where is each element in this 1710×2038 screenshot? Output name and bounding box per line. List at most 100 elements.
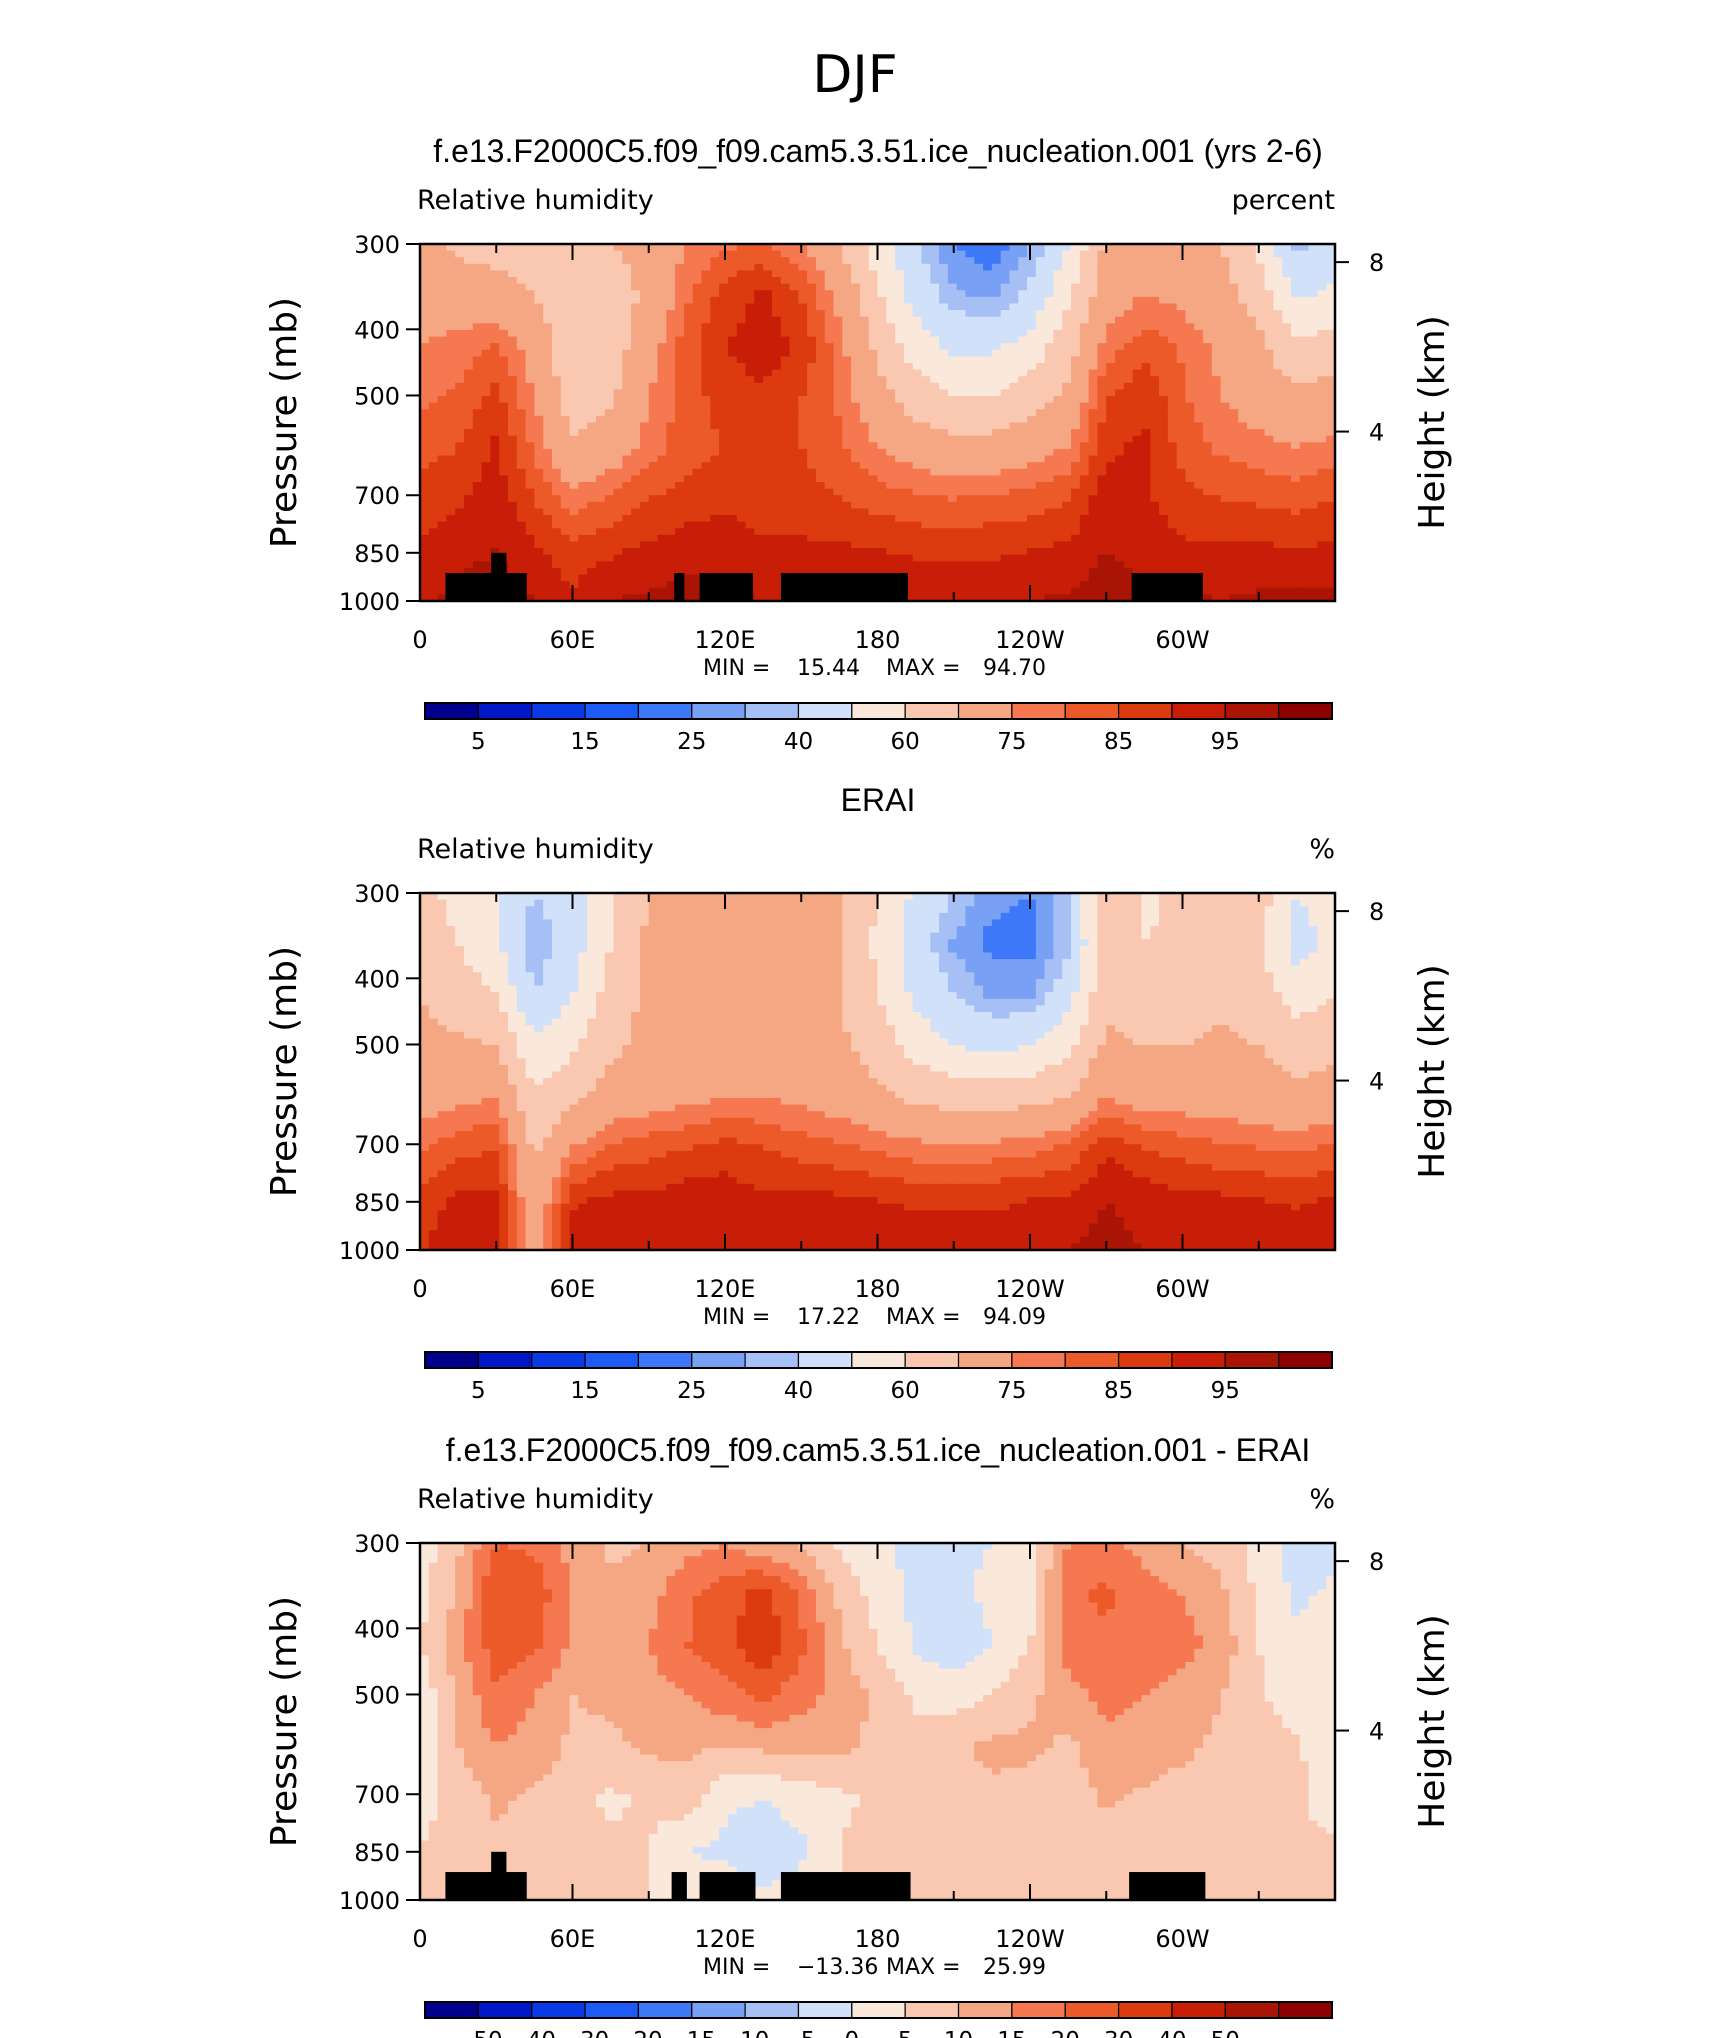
heatmap-cell [719, 343, 729, 351]
heatmap-cell [745, 495, 755, 503]
heatmap-cell [1062, 409, 1072, 417]
heatmap-cell [1282, 263, 1292, 272]
heatmap-cell [974, 244, 984, 252]
heatmap-cell [1282, 316, 1292, 324]
heatmap-cell [675, 363, 685, 371]
heatmap-cell [903, 336, 914, 344]
heatmap-cell [1203, 415, 1213, 424]
heatmap-cell [815, 534, 826, 543]
heatmap-cell [1079, 495, 1090, 503]
heatmap-cell [1027, 442, 1037, 450]
heatmap-cell [1062, 376, 1072, 384]
heatmap-cell [895, 389, 905, 397]
heatmap-cell [719, 263, 729, 272]
heatmap-cell [534, 515, 544, 523]
heatmap-cell [1176, 508, 1187, 516]
heatmap-cell [534, 462, 544, 470]
heatmap-cell [1044, 376, 1055, 384]
heatmap-cell [1282, 257, 1292, 265]
heatmap-cell [807, 422, 817, 430]
heatmap-cell [886, 343, 896, 351]
heatmap-cell [947, 363, 958, 371]
heatmap-cell [921, 495, 931, 503]
heatmap-cell [692, 521, 703, 529]
heatmap-cell [1088, 495, 1099, 503]
heatmap-cell [437, 415, 447, 424]
heatmap-cell [1299, 468, 1310, 476]
heatmap-cell [1211, 349, 1222, 357]
heatmap-cell [903, 422, 914, 430]
heatmap-cell [666, 369, 676, 377]
heatmap-cell [639, 521, 650, 529]
heatmap-cell [939, 442, 949, 450]
heatmap-cell [1264, 316, 1275, 324]
heatmap-cell [745, 482, 755, 490]
heatmap-cell [965, 336, 975, 344]
heatmap-cell [604, 270, 615, 278]
heatmap-cell [525, 515, 535, 523]
heatmap-cell [798, 501, 808, 510]
heatmap-cell [648, 389, 659, 397]
heatmap-cell [1115, 250, 1125, 258]
heatmap-cell [481, 250, 491, 258]
heatmap-cell [1317, 257, 1327, 265]
heatmap-cell [463, 250, 474, 258]
heatmap-cell [1299, 257, 1310, 265]
heatmap-cell [1238, 521, 1248, 529]
heatmap-cell [1247, 402, 1257, 410]
heatmap-cell [815, 389, 826, 397]
heatmap-cell [428, 310, 439, 318]
heatmap-cell [1238, 257, 1248, 265]
heatmap-cell [930, 296, 940, 305]
heatmap-cell [736, 323, 747, 331]
heatmap-cell [1317, 475, 1327, 483]
heatmap-cell [701, 396, 711, 404]
heatmap-cell [648, 343, 659, 351]
heatmap-cell [710, 482, 720, 490]
heatmap-cell [1176, 389, 1187, 397]
heatmap-cell [1044, 528, 1055, 536]
heatmap-cell [481, 316, 491, 324]
heatmap-cell [754, 303, 764, 311]
heatmap-cell [833, 316, 843, 324]
heatmap-cell [1238, 396, 1248, 404]
heatmap-cell [824, 402, 835, 410]
heatmap-cell [1255, 515, 1266, 523]
heatmap-cell [947, 389, 958, 397]
heatmap-cell [745, 528, 755, 536]
heatmap-cell [1264, 263, 1275, 272]
heatmap-cell [736, 448, 747, 457]
heatmap-cell [1115, 409, 1125, 417]
heatmap-cell [1203, 382, 1213, 391]
heatmap-cell [1255, 329, 1266, 338]
heatmap-cell [789, 455, 799, 463]
heatmap-cell [877, 541, 887, 549]
heatmap-cell [1203, 343, 1213, 351]
heatmap-cell [631, 475, 641, 483]
heatmap-cell [1159, 475, 1169, 483]
heatmap-cell [868, 323, 879, 331]
heatmap-cell [1273, 402, 1283, 410]
heatmap-cell [807, 462, 817, 470]
heatmap-cell [745, 263, 755, 272]
heatmap-cell [1150, 501, 1160, 510]
heatmap-cell [1018, 448, 1028, 457]
heatmap-cell [798, 296, 808, 305]
heatmap-cell [1088, 548, 1099, 556]
heatmap-cell [1141, 316, 1151, 324]
heatmap-cell [595, 415, 606, 424]
heatmap-cell [1115, 356, 1125, 364]
heatmap-cell [710, 296, 720, 305]
heatmap-cell [710, 263, 720, 272]
heatmap-cell [807, 349, 817, 357]
heatmap-cell [516, 283, 527, 291]
heatmap-cell [1194, 356, 1204, 364]
heatmap-cell [613, 534, 623, 543]
heatmap-cell [1185, 554, 1195, 562]
heatmap-cell [499, 310, 509, 318]
heatmap-cell [1097, 270, 1107, 278]
heatmap-cell [1123, 270, 1134, 278]
heatmap-cell [613, 363, 623, 371]
heatmap-cell [1167, 257, 1178, 265]
heatmap-cell [1273, 534, 1283, 543]
